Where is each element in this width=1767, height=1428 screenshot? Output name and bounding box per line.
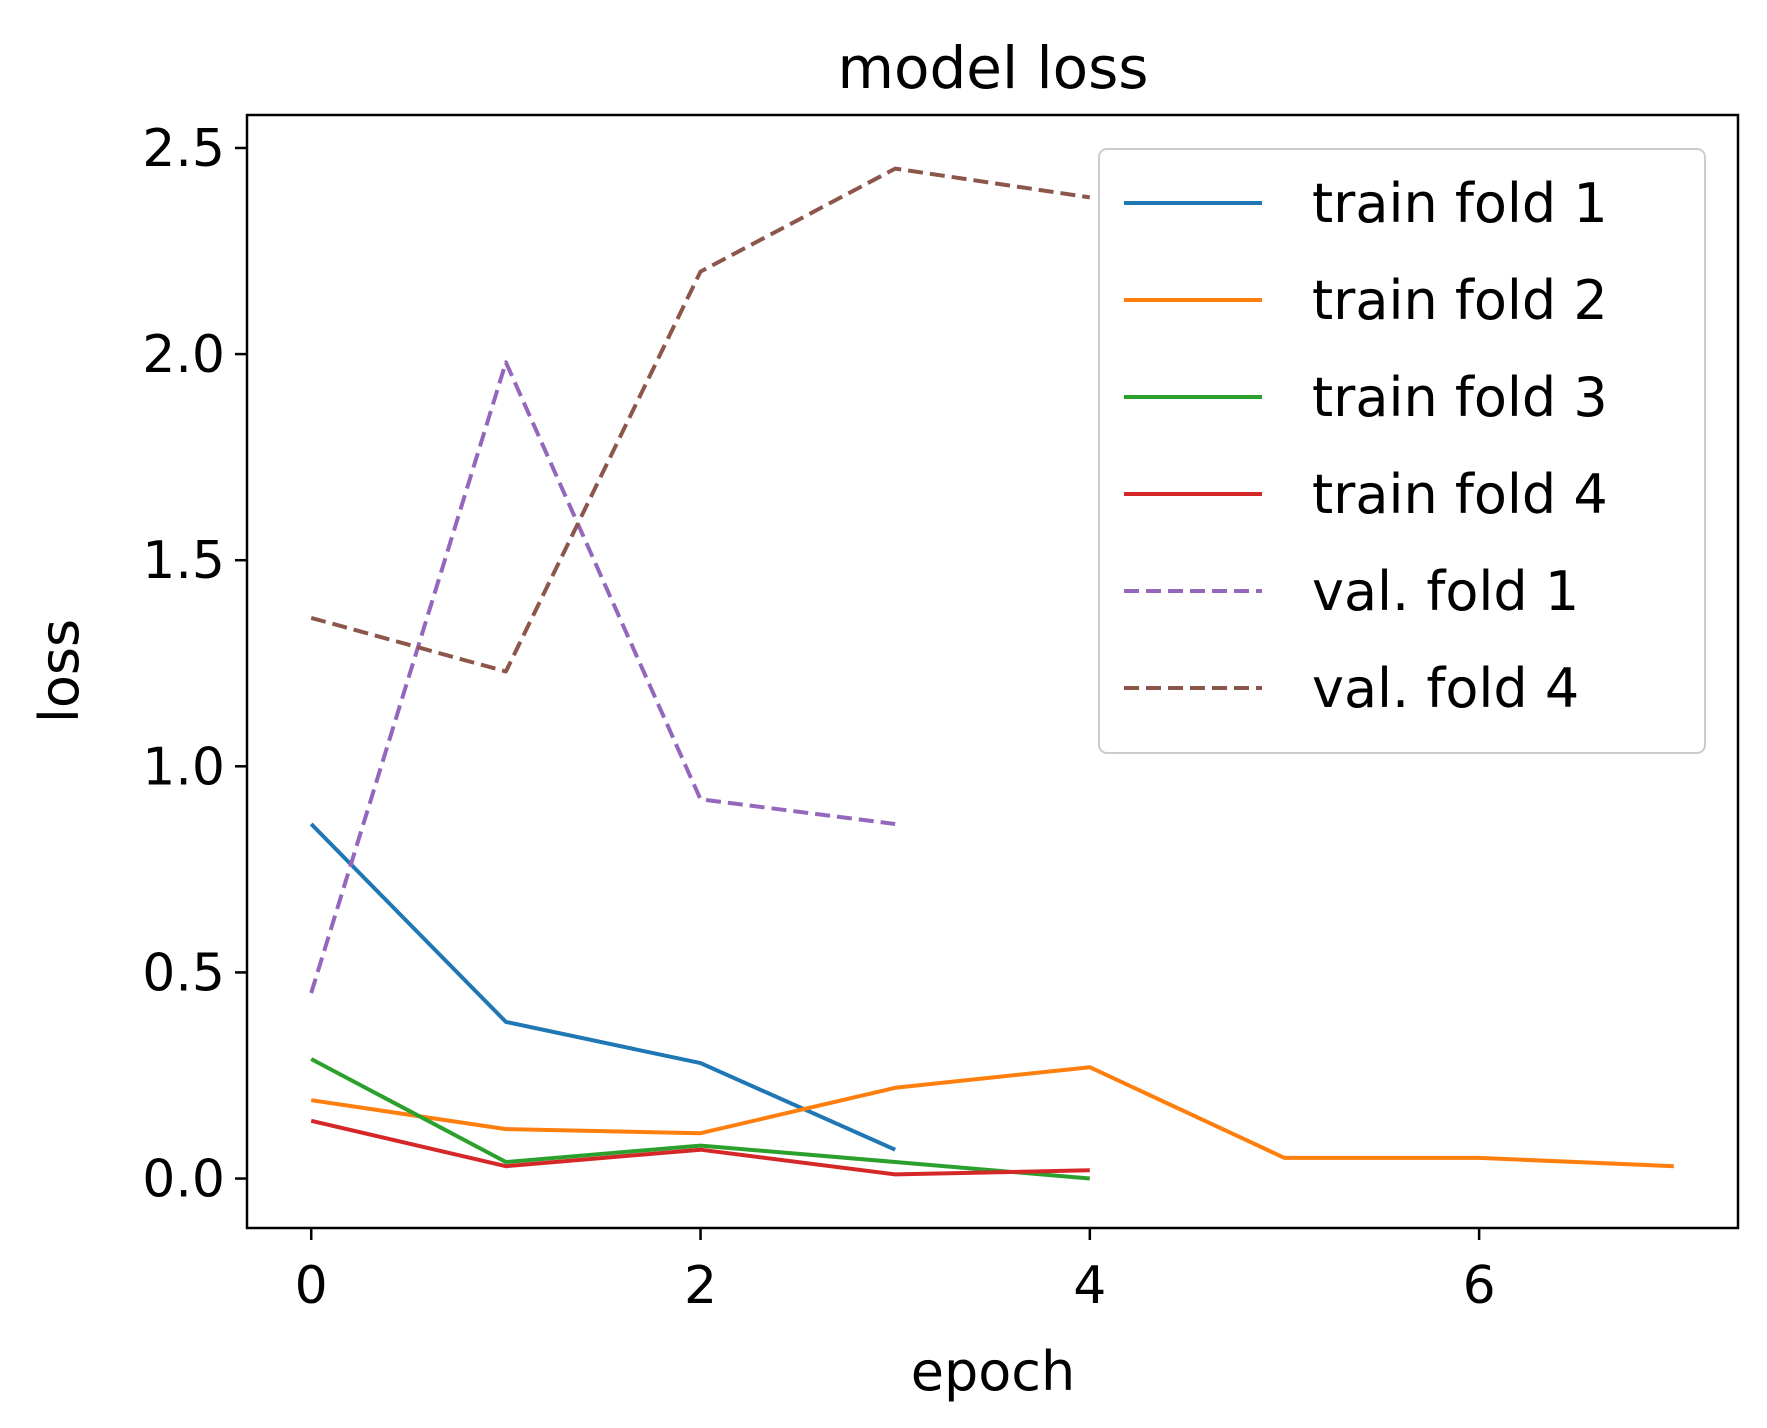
plot-frame [245,113,1740,1230]
y-tick-label: 1.0 [142,737,225,797]
y-tick-label: 2.0 [142,325,225,385]
y-tick-label: 2.5 [142,119,225,179]
y-tick-label: 0.5 [142,943,225,1003]
axis-layer: 0 2 4 6 0.0 0.5 1.0 1.5 2.0 2.5 [142,119,1495,1316]
series-line-val-fold-4 [310,166,1091,674]
x-axis-label: epoch [911,1340,1075,1403]
x-tick-label: 6 [1463,1256,1496,1316]
y-tick-label: 0.0 [142,1150,225,1210]
legend-label: val. fold 1 [1312,560,1579,623]
series-line-train-fold-1 [309,822,897,1152]
legend: train fold 1 train fold 2 train fold 3 trai… [1098,148,1706,754]
x-tick-label: 2 [684,1256,717,1316]
series-layer [309,166,1674,1181]
series-line-train-fold-2 [310,1065,1674,1169]
y-axis-label: loss [28,619,91,723]
chart-title: model loss [837,34,1148,102]
series-line-val-fold-1 [309,360,896,994]
legend-label: train fold 3 [1312,366,1608,429]
x-tick-label: 0 [295,1256,328,1316]
y-tick-label: 1.5 [142,531,225,591]
legend-label: val. fold 4 [1312,657,1579,720]
legend-label: train fold 4 [1312,463,1608,526]
legend-label: train fold 1 [1312,172,1608,235]
legend-label: train fold 2 [1312,269,1608,332]
series-line-train-fold-3 [310,1057,1090,1181]
x-tick-label: 4 [1073,1256,1106,1316]
series-line-train-fold-4 [310,1118,1090,1177]
